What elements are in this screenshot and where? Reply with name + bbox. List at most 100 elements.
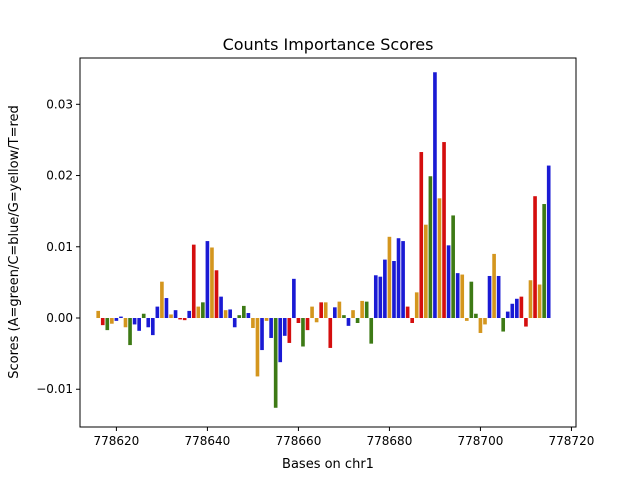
bar-G-778630 [160,281,164,319]
bar-T-778687 [419,152,424,319]
x-tick-label: 778720 [549,434,595,448]
bar-T-778667 [328,318,333,348]
bar-T-778684 [405,306,410,319]
bar-C-778681 [392,261,396,319]
bar-C-778704 [496,275,501,319]
bar-A-778639 [201,302,205,319]
bar-G-778688 [424,224,428,319]
plot-area-frame [79,57,577,428]
y-tick-label: 0.00 [46,311,73,325]
bar-T-778692 [442,142,446,319]
bar-C-778707 [510,303,515,319]
bar-A-778699 [474,313,478,319]
bar-C-778652 [260,318,264,351]
bar-G-778653 [264,318,269,321]
bar-C-778693 [446,245,451,319]
x-tick-label: 778680 [367,434,413,448]
bar-T-778642 [214,270,219,319]
bar-G-778700 [478,318,483,333]
x-axis-ticks: 778620 778640 778660 778680 778700 778720 [93,427,594,448]
bar-G-778644 [223,310,228,319]
bar-G-778672 [351,310,355,319]
bar-G-778638 [196,306,201,319]
bar-C-778640 [205,241,210,319]
bar-C-778629 [155,306,160,319]
bar-C-778656 [278,318,283,363]
chart-title: Counts Importance Scores [223,35,434,54]
x-tick-label: 778700 [458,434,504,448]
bar-C-778621 [119,316,123,318]
bar-A-778694 [451,215,455,319]
bar-C-778671 [346,318,351,326]
bar-A-778689 [428,176,433,319]
bar-T-778660 [296,318,301,323]
bar-G-778691 [437,198,442,319]
bar-A-778647 [237,315,242,319]
bar-G-778664 [314,318,319,323]
bar-C-778624 [132,318,137,325]
bar-G-778703 [492,253,496,319]
bar-T-778709 [519,296,524,319]
bar-C-778683 [401,241,405,319]
bar-C-778649 [246,313,251,319]
bars-layer [96,72,551,408]
y-tick-label: 0.03 [46,97,73,111]
bar-G-778669 [337,301,342,319]
bar-A-778673 [355,318,360,323]
bar-C-778668 [333,307,337,319]
bar-G-778686 [414,292,419,318]
bar-C-778654 [269,318,273,338]
bar-C-778646 [232,318,237,328]
bar-T-778685 [410,318,414,323]
bar-G-778711 [528,280,533,318]
bar-C-778628 [150,318,155,336]
bar-A-778618 [105,318,110,331]
bar-T-778712 [533,196,537,319]
bar-G-778680 [387,236,392,319]
bar-G-778663 [310,306,314,319]
bar-G-778674 [360,300,364,319]
bar-T-778617 [100,318,105,326]
bar-C-778659 [292,278,296,319]
bar-C-778625 [137,318,141,331]
bar-T-778665 [319,302,323,319]
y-tick-label: 0.01 [46,240,73,254]
bar-C-778677 [373,275,378,319]
x-tick-label: 778660 [276,434,322,448]
bar-T-778635 [182,318,187,321]
bar-A-778714 [542,204,546,319]
bar-C-778695 [455,273,460,319]
bar-G-778697 [464,318,469,321]
bar-G-778619 [110,318,114,324]
bar-A-778670 [342,315,346,319]
bar-T-778710 [524,318,528,327]
bar-A-778675 [364,301,369,319]
y-tick-label: −0.01 [36,382,73,396]
bar-C-778627 [146,318,151,328]
bar-C-778715 [546,165,551,319]
bar-C-778636 [187,310,192,319]
bar-T-778658 [287,318,292,343]
bar-C-778631 [164,298,169,319]
bar-A-778698 [469,281,474,319]
bar-A-778661 [301,318,305,347]
x-tick-label: 778640 [185,434,231,448]
bar-A-778655 [273,318,278,408]
bar-A-778705 [501,318,506,332]
bar-C-778682 [396,238,401,319]
bar-G-778666 [323,302,328,319]
bar-T-778637 [191,244,196,319]
x-axis-label: Bases on chr1 [282,457,374,472]
bar-G-778616 [96,310,101,319]
bar-G-778622 [123,318,128,328]
bar-A-778648 [242,305,246,319]
bar-C-778643 [219,296,223,319]
y-tick-label: 0.02 [46,169,73,183]
bar-G-778701 [483,318,487,325]
bar-T-778662 [305,318,310,331]
y-axis-ticks: −0.01 0.00 0.01 0.02 0.03 [36,97,80,396]
bar-A-778626 [141,313,146,319]
bar-C-778706 [505,311,510,319]
bar-C-778645 [228,309,232,319]
